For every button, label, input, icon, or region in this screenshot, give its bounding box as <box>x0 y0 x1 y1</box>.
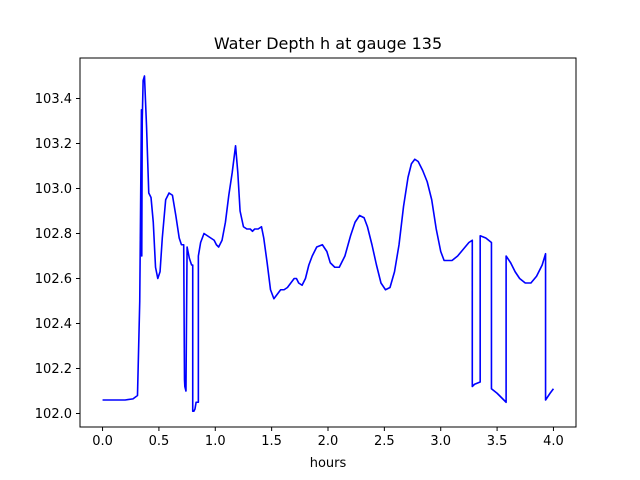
x-tick-label: 4.0 <box>543 434 564 449</box>
x-tick-label: 2.0 <box>318 434 339 449</box>
chart-title: Water Depth h at gauge 135 <box>214 34 442 53</box>
plot-area <box>102 75 555 413</box>
y-tick-label: 102.4 <box>35 317 72 332</box>
y-tick-label: 102.8 <box>35 227 72 242</box>
x-tick-label: 0.5 <box>149 434 170 449</box>
x-tick-label: 0.0 <box>92 434 113 449</box>
y-tick-label: 103.2 <box>35 137 72 152</box>
x-tick-label: 3.5 <box>487 434 508 449</box>
series-line-0 <box>102 75 555 413</box>
tick-group: 0.0 0.5 1.0 1.5 2.0 2.5 3.0 3.5 4.0 102.0 102.2 102… <box>35 92 564 449</box>
x-tick-label: 1.0 <box>205 434 226 449</box>
x-tick-label: 2.5 <box>374 434 395 449</box>
x-tick-label: 3.0 <box>430 434 451 449</box>
axes-frame <box>79 57 577 428</box>
y-tick-label: 103.0 <box>35 182 72 197</box>
y-tick-label: 102.0 <box>35 407 72 422</box>
x-axis-label: hours <box>310 456 347 471</box>
y-tick-label: 102.6 <box>35 272 72 287</box>
y-tick-label: 103.4 <box>35 92 72 107</box>
x-tick-label: 1.5 <box>261 434 282 449</box>
y-tick-label: 102.2 <box>35 362 72 377</box>
